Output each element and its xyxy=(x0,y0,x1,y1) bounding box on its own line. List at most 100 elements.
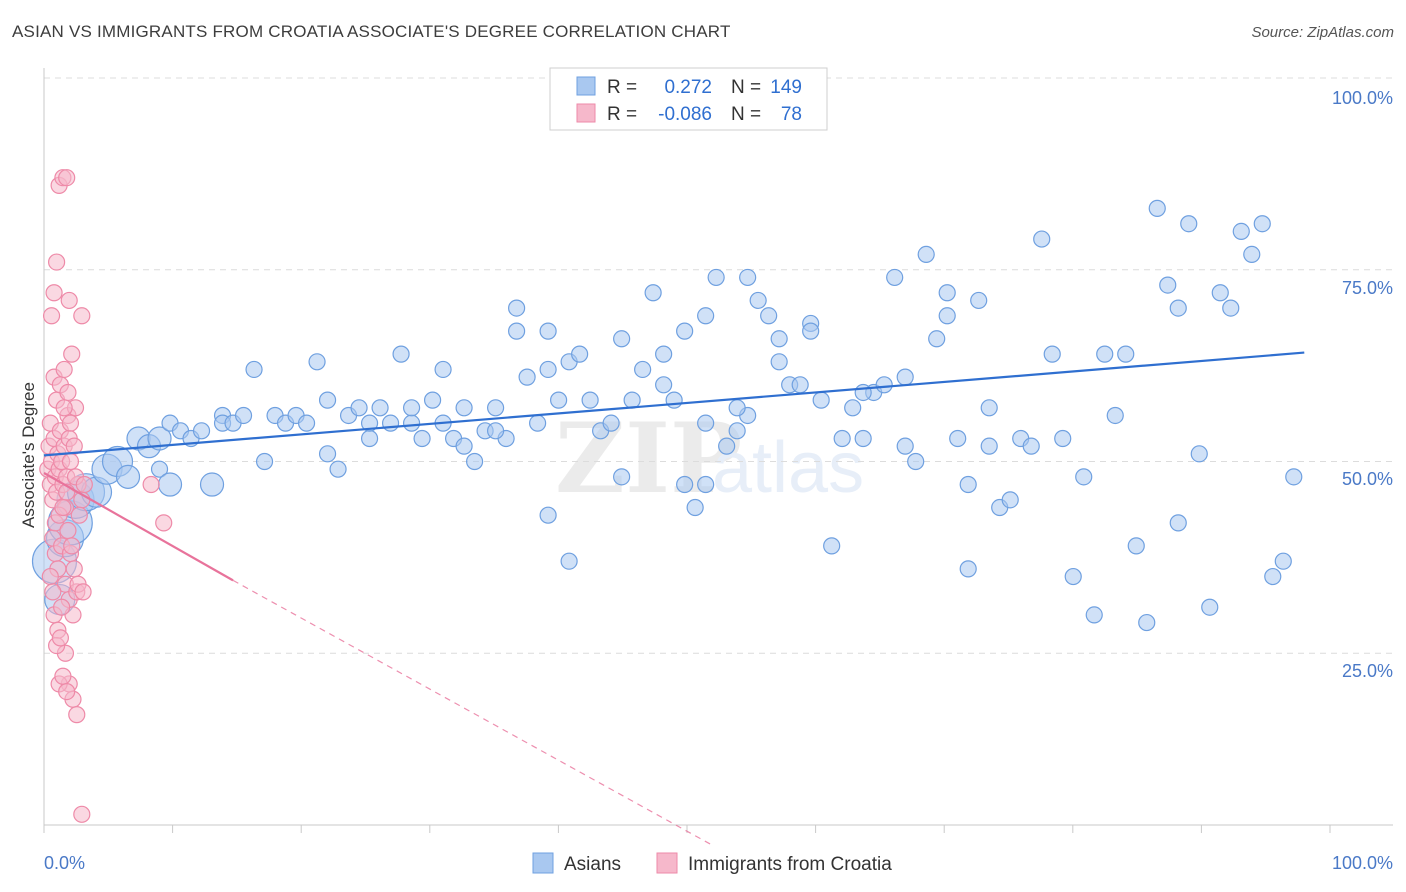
asians-point-136 xyxy=(360,414,379,432)
croatia-point-33 xyxy=(55,360,73,379)
asians-point-118 xyxy=(1148,199,1166,217)
croatia-point-56 xyxy=(58,682,76,701)
asians-point-87 xyxy=(844,399,862,417)
asians-point-116 xyxy=(1127,537,1145,555)
asians-point-35 xyxy=(360,429,379,448)
asians-point-93 xyxy=(907,452,925,471)
croatia-point-75 xyxy=(155,514,173,532)
asians-point-25 xyxy=(255,452,274,471)
asians-point-120 xyxy=(1169,514,1187,532)
croatia-point-65 xyxy=(74,583,92,601)
croatia-point-77 xyxy=(55,399,73,417)
asians-point-99 xyxy=(959,560,977,578)
asians-point-126 xyxy=(1222,299,1240,317)
trendline-croatia-extension xyxy=(232,579,713,846)
asians-point-82 xyxy=(791,376,809,394)
source-credit: Source: ZipAtlas.com xyxy=(1251,24,1394,41)
legend-r-value-croatia: -0.086 xyxy=(658,104,712,125)
asians-point-137 xyxy=(487,422,505,440)
asians-point-129 xyxy=(1253,215,1271,233)
y-tick-label-25: 25.0% xyxy=(1342,661,1393,681)
asians-point-56 xyxy=(550,391,568,409)
croatia-point-26 xyxy=(60,291,78,310)
asians-point-109 xyxy=(1054,429,1072,448)
asians-point-134 xyxy=(455,399,473,417)
asians-point-108 xyxy=(1043,345,1061,363)
croatia-point-19 xyxy=(61,452,80,471)
y-tick-label-50: 50.0% xyxy=(1342,469,1393,489)
chart-title: ASIAN VS IMMIGRANTS FROM CROATIA ASSOCIA… xyxy=(12,22,731,41)
asians-point-143 xyxy=(728,399,746,417)
asians-point-148 xyxy=(959,475,977,494)
legend-r-label-asians: R = xyxy=(607,77,637,98)
asians-point-86 xyxy=(833,429,851,448)
croatia-point-25 xyxy=(58,169,76,187)
asians-point-50 xyxy=(508,299,526,317)
asians-point-104 xyxy=(1001,491,1019,509)
croatia-point-34 xyxy=(59,383,77,402)
asians-point-115 xyxy=(1117,345,1135,363)
asians-point-114 xyxy=(1106,406,1124,425)
asians-point-142 xyxy=(697,307,715,325)
asians-point-135 xyxy=(318,391,337,409)
croatia-point-27 xyxy=(63,345,81,363)
asians-point-131 xyxy=(1274,552,1292,570)
asians-point-91 xyxy=(886,268,904,287)
asians-point-144 xyxy=(770,353,788,371)
legend-n-value-croatia: 78 xyxy=(781,104,802,125)
asians-point-141 xyxy=(655,376,673,394)
asians-point-19 xyxy=(199,472,225,497)
asians-point-73 xyxy=(707,268,725,287)
asians-point-66 xyxy=(655,345,673,363)
asians-point-127 xyxy=(1232,222,1250,240)
asians-point-40 xyxy=(402,399,421,417)
legend-bottom-swatch-asians xyxy=(532,852,554,874)
asians-point-29 xyxy=(297,414,316,432)
asians-point-128 xyxy=(1243,245,1261,264)
asians-point-85 xyxy=(823,537,841,555)
croatia-point-70 xyxy=(59,521,77,540)
asians-point-9 xyxy=(115,464,141,489)
asians-point-76 xyxy=(739,268,757,287)
asians-point-145 xyxy=(802,322,820,340)
asians-point-94 xyxy=(917,245,935,264)
trendline-asians xyxy=(43,351,1305,457)
asians-point-67 xyxy=(665,391,683,409)
croatia-point-35 xyxy=(61,414,80,432)
y-axis-title: Associate's Degree xyxy=(19,382,38,528)
asians-point-132 xyxy=(1285,468,1303,486)
asians-point-79 xyxy=(760,307,778,325)
correlation-legend: R = 0.272 N = 149 R = -0.086 N = 78 xyxy=(549,67,828,131)
asians-point-121 xyxy=(1169,299,1187,317)
legend-n-label-asians: N = xyxy=(731,77,761,98)
legend-bottom-label-croatia: Immigrants from Croatia xyxy=(688,854,892,875)
asians-point-52 xyxy=(518,368,536,386)
asians-point-59 xyxy=(581,391,599,409)
asians-point-23 xyxy=(234,406,253,425)
asians-point-138 xyxy=(539,506,557,524)
asians-point-88 xyxy=(854,429,872,448)
asians-point-64 xyxy=(634,360,652,379)
asians-point-95 xyxy=(928,330,946,348)
legend-n-value-asians: 149 xyxy=(770,77,802,98)
croatia-point-71 xyxy=(63,537,81,555)
asians-point-117 xyxy=(1138,613,1156,632)
asians-point-96 xyxy=(938,307,956,325)
asians-point-71 xyxy=(697,475,715,494)
asians-point-68 xyxy=(676,322,694,340)
asians-point-70 xyxy=(686,498,704,517)
croatia-point-76 xyxy=(142,475,160,494)
asians-point-119 xyxy=(1159,276,1177,294)
asians-point-110 xyxy=(1064,567,1082,586)
asians-point-18 xyxy=(192,422,211,440)
y-tick-label-100: 100.0% xyxy=(1332,88,1393,108)
asians-point-42 xyxy=(423,391,442,409)
croatia-point-67 xyxy=(51,629,69,647)
legend-swatch-asians xyxy=(576,76,596,96)
asians-point-39 xyxy=(402,414,421,432)
croatia-point-55 xyxy=(54,667,72,685)
asians-point-45 xyxy=(455,437,473,455)
asians-point-107 xyxy=(1033,230,1051,248)
croatia-point-22 xyxy=(48,253,66,271)
asians-point-14 xyxy=(150,460,169,478)
